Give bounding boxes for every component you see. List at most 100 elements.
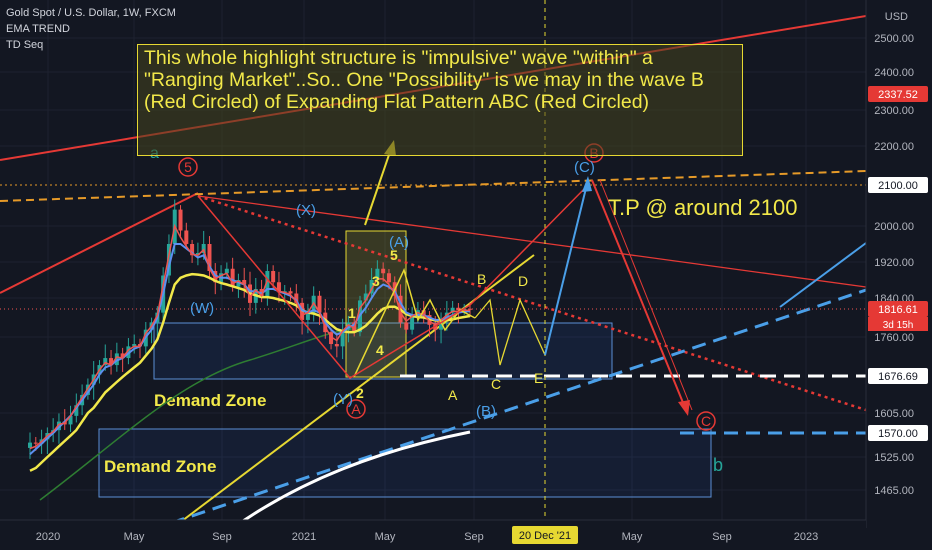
wave-e_yel: E xyxy=(534,370,543,386)
date-tag-bg xyxy=(512,526,578,544)
price-tag-1570: 1570.00 xyxy=(878,428,918,440)
candle-body xyxy=(207,244,212,271)
candle-body xyxy=(386,273,391,283)
price-tick-label: 2000.00 xyxy=(874,221,914,233)
countdown-tag: 3d 15h xyxy=(883,320,914,331)
candle-body xyxy=(103,358,108,366)
indicator-ema-trend[interactable]: EMA TREND xyxy=(6,23,70,35)
price-tag-2100-bg xyxy=(868,177,928,193)
time-axis: 2020 May Sep 2021 May Sep May Sep 2023 20 Dec '21 xyxy=(0,519,866,550)
wave-y-blue: (Y) xyxy=(333,391,353,408)
candle-body xyxy=(276,282,281,292)
analysis-callout: This whole highlight structure is "impul… xyxy=(137,44,743,156)
wave-b_yel: B xyxy=(477,271,486,287)
candle-body xyxy=(421,310,426,316)
price-tag-2337-bg xyxy=(868,86,928,102)
abcde-path xyxy=(474,298,546,366)
candle-body xyxy=(74,405,79,416)
wave-small-b: b xyxy=(713,455,723,475)
red-wave-path xyxy=(197,182,591,379)
red-down-arrow-2 xyxy=(599,179,693,411)
candle-body xyxy=(33,442,38,444)
wave-x-blue: (X) xyxy=(296,202,316,219)
wave-path-yellow xyxy=(353,267,476,378)
countdown-tag-bg xyxy=(868,317,928,331)
price-tick-label: 1525.00 xyxy=(874,452,914,464)
candle-body xyxy=(444,312,449,320)
candle-body xyxy=(28,442,32,448)
wave-c-blue: (C) xyxy=(574,159,595,176)
candle-body xyxy=(213,271,218,283)
price-tick-label: 1465.00 xyxy=(874,485,914,497)
price-tick-label: 2300.00 xyxy=(874,105,914,117)
time-tick-label: Sep xyxy=(712,531,732,543)
price-axis: 2500.00 2400.00 2300.00 2200.00 2000.00 1920.… xyxy=(865,0,932,528)
candle-body xyxy=(346,322,351,330)
candle-body xyxy=(201,244,206,253)
time-tick-label: 2020 xyxy=(36,531,60,543)
candle-body xyxy=(230,268,235,287)
candle-body xyxy=(468,308,472,310)
wave-num_1: 1 xyxy=(348,305,356,321)
demand-zone-2-label: Demand Zone xyxy=(104,457,216,476)
price-tag-1570-bg xyxy=(868,425,928,441)
wave-c-red: C xyxy=(701,413,711,429)
time-tick-label: Sep xyxy=(464,531,484,543)
candle-body xyxy=(305,312,310,320)
currency-label: USD xyxy=(885,11,908,23)
candle-body xyxy=(224,268,229,274)
price-tick-label: 2400.00 xyxy=(874,67,914,79)
blue-solid-trendline xyxy=(779,242,867,308)
date-tag: 20 Dec '21 xyxy=(519,530,571,542)
callout-pointer xyxy=(364,145,393,226)
time-tick-label: 2023 xyxy=(794,531,818,543)
price-tag-1816-bg xyxy=(868,301,928,317)
candle-body xyxy=(334,344,339,347)
candle-body xyxy=(114,353,119,366)
orange-dashed-line xyxy=(0,170,867,202)
white-curve xyxy=(229,430,471,532)
price-tick-label: 1760.00 xyxy=(874,332,914,344)
price-tag-2100: 2100.00 xyxy=(878,180,918,192)
blue-up-arrow xyxy=(544,179,589,356)
ema-fast-line xyxy=(29,243,471,456)
time-axis-bg xyxy=(0,520,866,550)
candle-body xyxy=(415,310,420,318)
candle-body xyxy=(120,353,125,359)
candle-body xyxy=(288,291,293,294)
candle-body xyxy=(265,271,270,298)
candle-body xyxy=(178,209,183,231)
wave-a-red: A xyxy=(351,401,361,417)
candle-body xyxy=(433,324,438,330)
wave-num_2: 2 xyxy=(356,385,364,401)
blue-dashed-trendline xyxy=(149,288,867,532)
symbol-title: Gold Spot / U.S. Dollar, 1W, FXCM xyxy=(6,7,176,19)
time-tick-label: May xyxy=(124,531,145,543)
ema-layer xyxy=(29,223,471,472)
price-tag-1676-bg xyxy=(868,368,928,384)
price-tick-label: 2500.00 xyxy=(874,33,914,45)
time-tick-label: 2021 xyxy=(292,531,316,543)
wave-w-blue: (W) xyxy=(190,300,214,317)
candle-body xyxy=(294,293,299,303)
wave-a_yel: A xyxy=(448,387,458,403)
candle-body xyxy=(242,280,247,285)
wave-d_yel: D xyxy=(518,273,528,289)
green-ma-line xyxy=(39,327,361,501)
indicator-td-seq[interactable]: TD Seq xyxy=(6,39,44,51)
price-tick-label: 1920.00 xyxy=(874,257,914,269)
highlight-structure-box xyxy=(345,230,407,378)
candle-body xyxy=(68,415,73,425)
candle-body xyxy=(363,293,368,301)
candle-body xyxy=(195,253,200,256)
candle-body xyxy=(375,268,380,280)
red-dotted-trendline xyxy=(197,194,867,412)
candle-body xyxy=(109,358,114,366)
time-tick-label: Sep xyxy=(212,531,232,543)
target-price-label: T.P @ around 2100 xyxy=(608,195,798,220)
candle-body xyxy=(329,332,334,345)
candle-body xyxy=(439,319,444,330)
candle-body xyxy=(456,307,461,311)
red-arrowhead xyxy=(678,400,690,416)
blue-arrowhead xyxy=(582,176,592,192)
